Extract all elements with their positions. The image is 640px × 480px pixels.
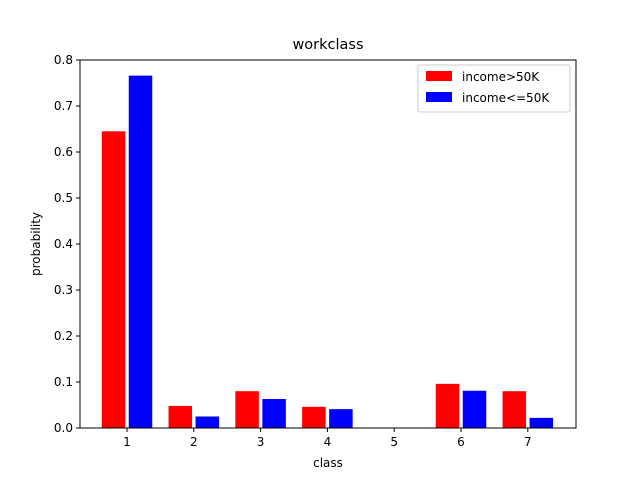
y-axis-ticks: 0.0 0.1 0.2 0.3 0.4 0.5 0.6 0.7 0.8 (54, 53, 80, 435)
y-tick-label: 0.2 (54, 329, 73, 343)
bar-income-gt-50k-class-4 (302, 406, 326, 428)
legend-swatch-income-le-50k (426, 92, 452, 102)
bar-income-le-50k-class-2 (195, 416, 220, 428)
x-tick-label: 5 (390, 435, 398, 449)
y-tick-label: 0.0 (54, 421, 73, 435)
legend-label-income-gt-50k: income>50K (462, 70, 540, 84)
x-tick-label: 7 (524, 435, 532, 449)
plot-frame (79, 59, 577, 429)
legend-label-income-le-50k: income<=50K (462, 91, 550, 105)
x-tick-label: 4 (324, 435, 332, 449)
y-tick-label: 0.3 (54, 283, 73, 297)
bar-income-gt-50k-class-3 (235, 391, 259, 428)
y-tick-label: 0.5 (54, 191, 73, 205)
bar-income-le-50k-class-6 (462, 390, 487, 428)
bar-income-le-50k-class-4 (329, 409, 353, 428)
bar-income-gt-50k-class-1 (101, 131, 126, 429)
y-tick-label: 0.6 (54, 145, 73, 159)
x-axis-label: class (313, 456, 343, 470)
y-tick-label: 0.8 (54, 53, 73, 67)
bar-income-gt-50k-class-7 (502, 391, 527, 428)
y-tick-label: 0.1 (54, 375, 73, 389)
legend-box (417, 64, 571, 113)
y-axis-label: probability (29, 212, 43, 276)
legend: income>50K income<=50K (417, 64, 571, 113)
bar-income-gt-50k-class-6 (435, 383, 460, 428)
bars-group (101, 75, 554, 429)
legend-swatch-income-gt-50k (426, 71, 452, 81)
bar-income-le-50k-class-1 (128, 75, 153, 428)
bar-income-le-50k-class-3 (262, 399, 286, 428)
y-tick-label: 0.4 (54, 237, 73, 251)
x-tick-label: 6 (457, 435, 465, 449)
y-tick-label: 0.7 (54, 99, 73, 113)
bar-income-gt-50k-class-2 (168, 405, 193, 428)
x-tick-label: 3 (257, 435, 265, 449)
x-tick-label: 2 (190, 435, 198, 449)
bar-income-le-50k-class-7 (529, 417, 554, 428)
chart-title: workclass (292, 37, 363, 53)
x-axis-ticks: 1 2 3 4 5 6 7 (123, 428, 532, 449)
x-tick-label: 1 (123, 435, 131, 449)
